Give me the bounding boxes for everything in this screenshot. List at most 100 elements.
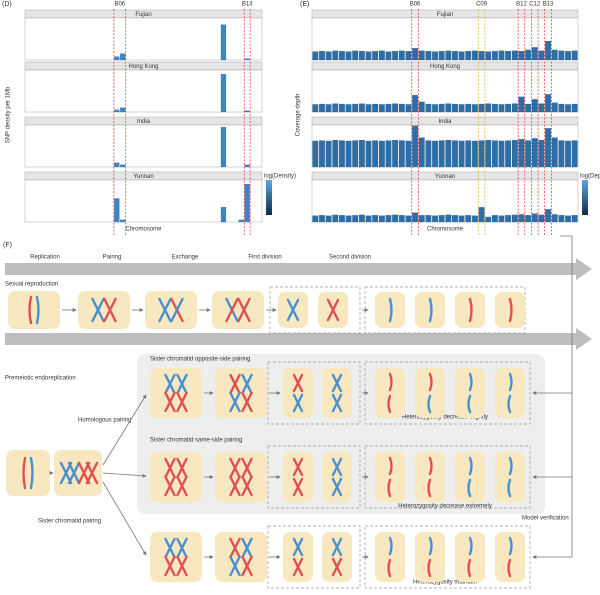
cell	[322, 368, 352, 418]
bar	[392, 51, 399, 61]
arrow	[102, 481, 147, 556]
bar	[120, 107, 126, 113]
cell	[215, 452, 267, 502]
bar	[478, 51, 485, 61]
cell	[495, 368, 525, 418]
bar	[114, 109, 120, 113]
chromosome	[468, 456, 473, 476]
bar	[319, 140, 325, 168]
bar	[332, 103, 339, 113]
bar	[432, 140, 438, 168]
cell	[8, 291, 60, 329]
chromosome	[164, 537, 176, 559]
bar	[358, 51, 365, 61]
chromosome	[331, 537, 343, 557]
diagram-text: Heterozygosity decrease extremely	[398, 504, 492, 510]
chromosome	[164, 391, 176, 413]
bar	[418, 50, 425, 61]
bar	[120, 53, 126, 61]
bar	[385, 103, 392, 113]
bar	[511, 140, 518, 168]
dashed-box	[364, 445, 531, 509]
diagram-text: Heterozygosity maintain	[413, 580, 477, 586]
bar	[244, 184, 250, 223]
bar	[345, 140, 352, 168]
bar	[571, 140, 578, 168]
bar	[405, 140, 412, 168]
bar	[558, 140, 565, 168]
bar	[392, 140, 399, 168]
chromosome	[507, 394, 512, 414]
bar	[458, 140, 465, 168]
bar	[220, 74, 227, 113]
chromosome	[292, 477, 304, 497]
cell	[212, 291, 264, 329]
bar	[545, 94, 551, 113]
bar	[472, 215, 478, 223]
bar	[352, 50, 359, 61]
chromosome	[225, 297, 239, 323]
bar	[525, 103, 532, 113]
bar	[418, 215, 425, 223]
bar	[405, 51, 412, 61]
cell	[150, 368, 202, 418]
chromosome	[164, 457, 176, 479]
dashed-box	[269, 286, 361, 334]
bar	[538, 140, 545, 168]
diagram-text: Homologous pairing	[78, 418, 131, 424]
bar	[491, 51, 498, 61]
bar	[378, 215, 385, 223]
cell	[455, 452, 485, 502]
bar	[385, 140, 392, 168]
diagram-text: Second division	[329, 255, 371, 261]
bar	[452, 51, 458, 61]
cell	[283, 368, 313, 418]
bar	[114, 56, 120, 61]
bar	[518, 51, 525, 61]
chromosome	[292, 537, 304, 557]
bar	[378, 140, 385, 168]
bar	[405, 104, 412, 113]
bar	[538, 214, 545, 223]
chromosome	[229, 555, 241, 577]
bar	[531, 138, 538, 168]
bar	[485, 216, 492, 223]
diagram-text: (F)	[3, 242, 12, 249]
bar	[531, 47, 538, 61]
chromosome	[164, 373, 176, 395]
cell	[322, 532, 352, 582]
bar	[525, 215, 532, 223]
chromosome	[331, 457, 343, 477]
bar	[565, 51, 571, 61]
bar	[345, 215, 352, 223]
cell	[415, 368, 445, 418]
bar	[238, 219, 244, 223]
facet-title: Fujian	[135, 12, 151, 18]
panel-label: (D)	[2, 1, 12, 8]
bar	[418, 101, 425, 113]
diagram-text: Sister chromatid pairing	[38, 519, 101, 525]
cell	[415, 452, 445, 502]
chromosome	[387, 558, 392, 578]
chromosome	[158, 297, 172, 323]
plot-area	[24, 124, 263, 168]
facet-title: Yunnan	[133, 174, 153, 180]
chromosome	[331, 373, 343, 393]
bar	[425, 140, 432, 168]
bar	[345, 51, 352, 61]
bar	[432, 51, 438, 61]
chromosome	[508, 372, 513, 392]
cell	[455, 368, 485, 418]
bar	[365, 140, 372, 168]
bar	[558, 103, 565, 113]
bar	[398, 140, 405, 168]
bar	[120, 219, 126, 223]
bar	[525, 49, 532, 61]
chromosome	[241, 391, 253, 413]
bar	[432, 215, 438, 223]
bar	[244, 110, 250, 113]
bar	[498, 215, 505, 223]
chromosome	[176, 457, 188, 479]
chromosome	[229, 391, 241, 413]
chromosome	[331, 557, 343, 577]
